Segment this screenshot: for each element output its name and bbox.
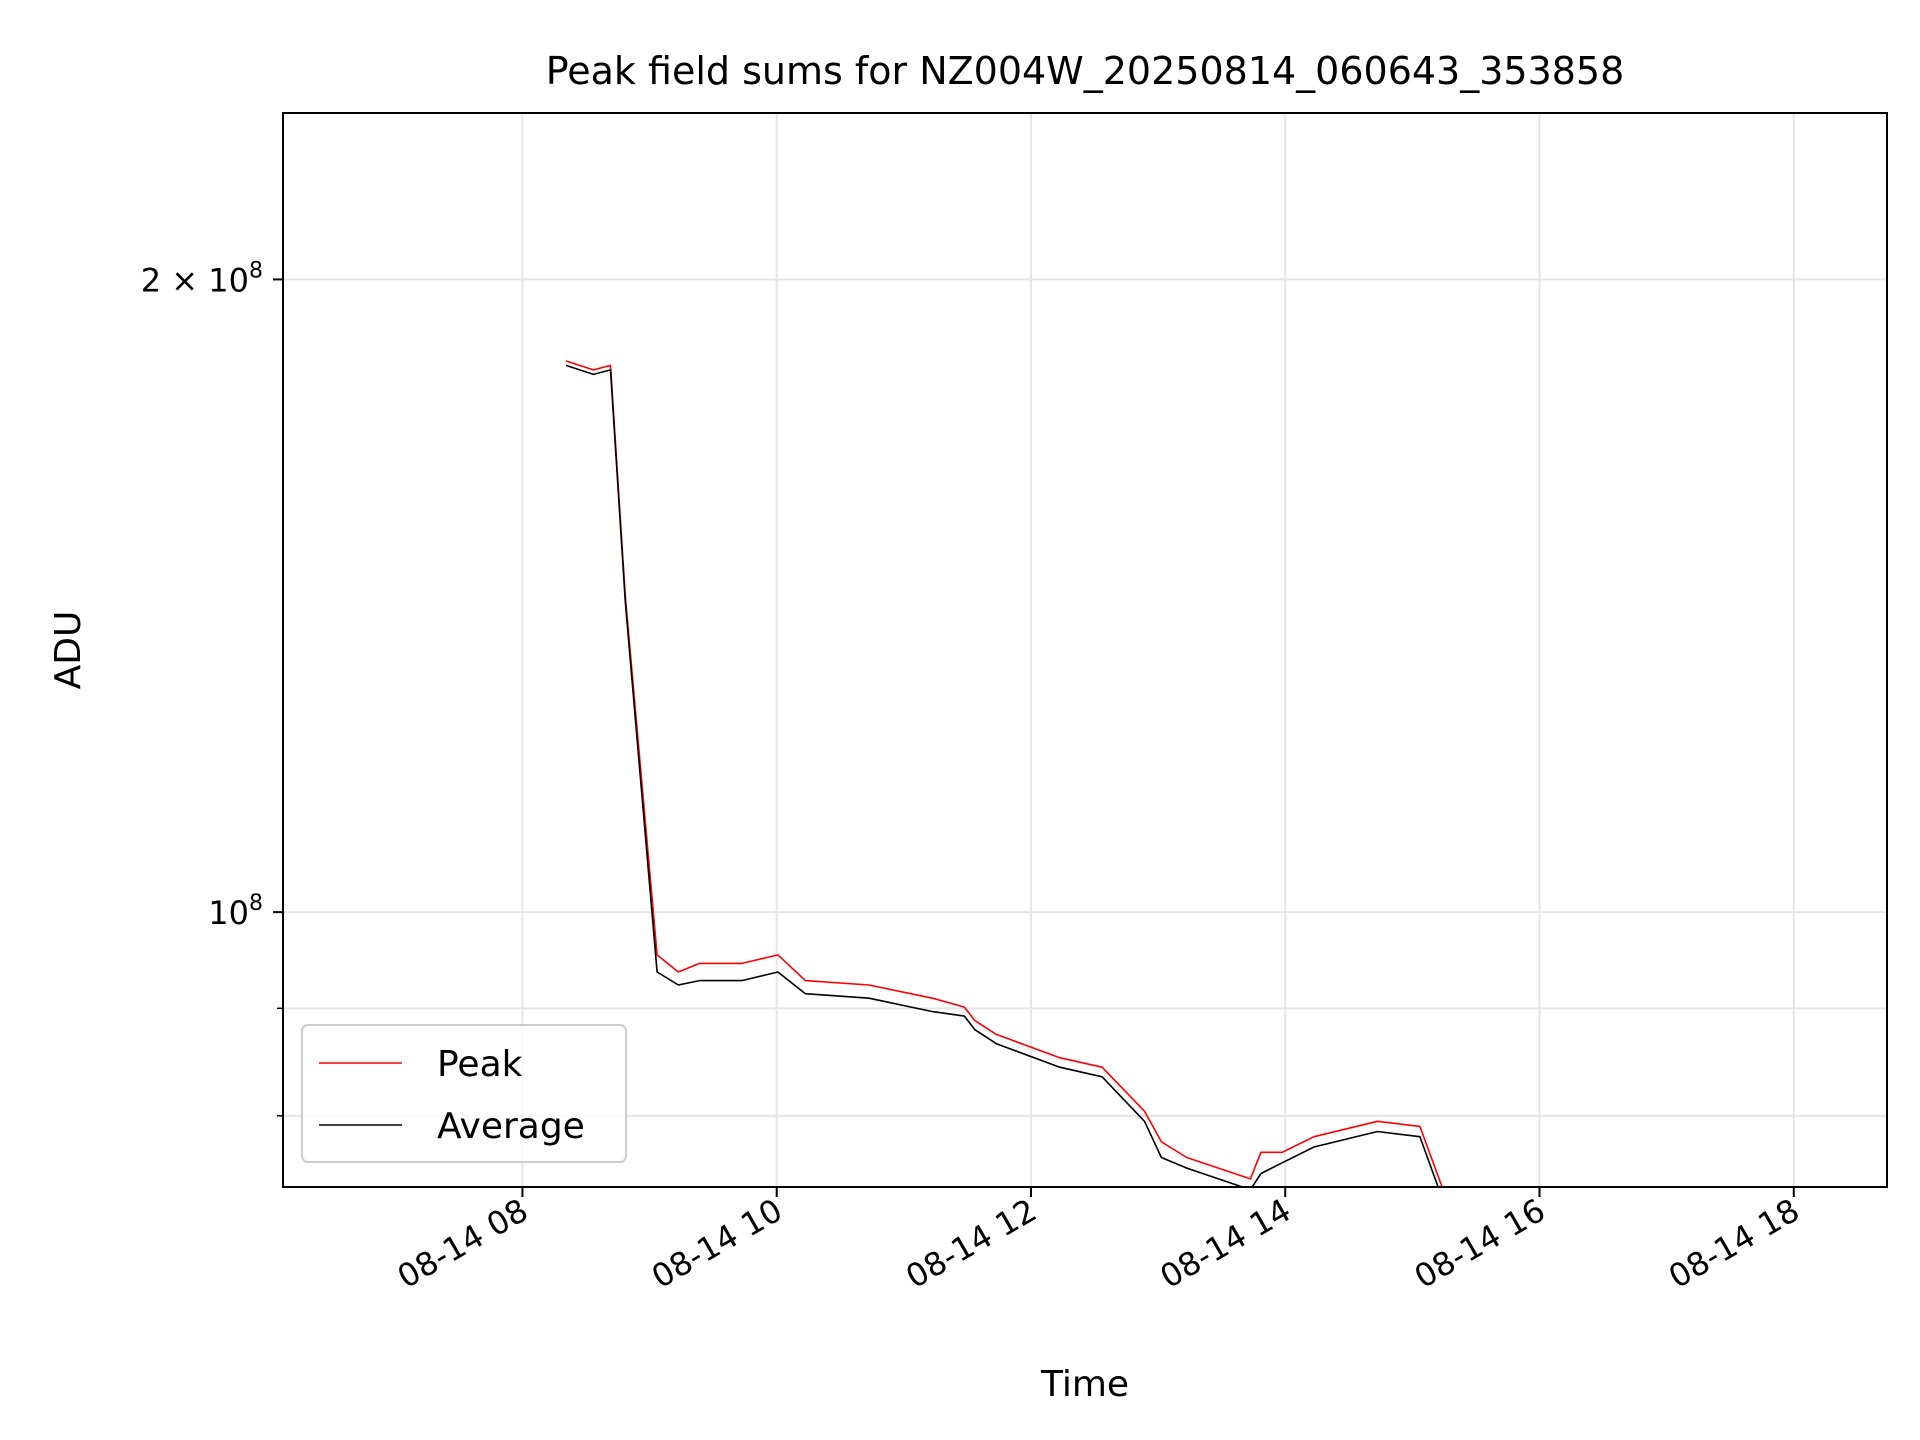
y-axis-ticks: 108 2 × 108 (141, 258, 283, 1117)
series-line-peak (565, 360, 1443, 1187)
grid (283, 113, 1887, 1187)
legend: Peak Average (301, 1024, 627, 1163)
series-layer (565, 360, 1443, 1187)
series-line-average (565, 364, 1439, 1187)
legend-box (301, 1024, 627, 1163)
y-tick-label-0: 108 (208, 891, 263, 932)
y-axis-label: ADU (48, 611, 89, 690)
legend-label-peak: Peak (437, 1044, 523, 1085)
plot-frame (282, 112, 1888, 1188)
legend-label-average: Average (437, 1106, 585, 1147)
chart-title: Peak field sums for NZ004W_20250814_0606… (546, 49, 1625, 93)
plot-area (565, 360, 1443, 1187)
x-axis-label: Time (1040, 1364, 1129, 1405)
y-tick-label-1: 2 × 108 (141, 258, 263, 299)
